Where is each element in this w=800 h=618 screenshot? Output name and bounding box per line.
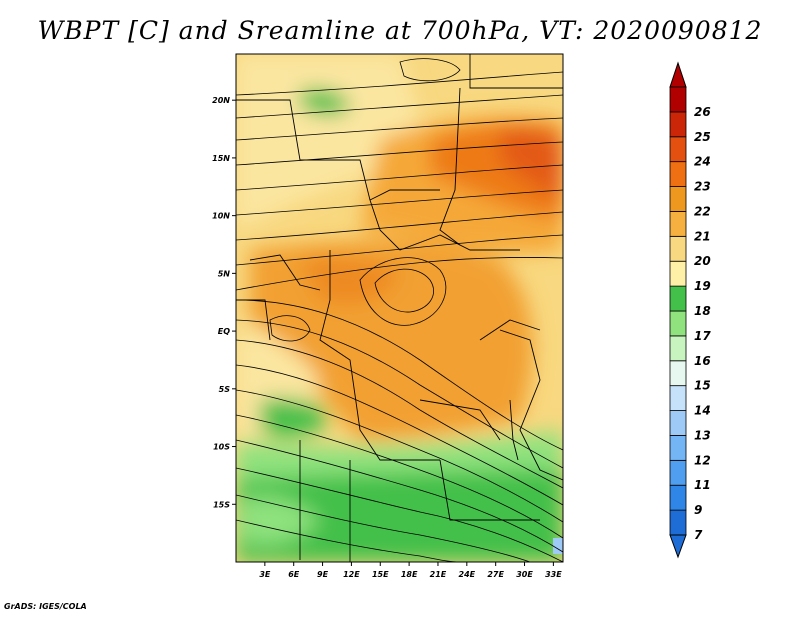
colorbar-label: 24 <box>694 155 711 169</box>
colorbar-label: 7 <box>694 528 703 542</box>
colorbar-label: 26 <box>694 105 711 119</box>
streamlines <box>236 58 563 562</box>
colorbar-swatch <box>669 335 687 362</box>
x-tick-label: 9E <box>317 570 329 579</box>
colorbar-swatch <box>669 310 687 337</box>
y-tick-label: 10N <box>212 212 230 221</box>
x-tick-label: 27E <box>487 570 504 579</box>
colorbar-label: 25 <box>694 130 711 144</box>
colorbar-swatch <box>669 86 687 113</box>
colorbar-swatch <box>669 235 687 262</box>
colorbar-swatch <box>669 484 687 511</box>
colorbar-swatch <box>669 410 687 436</box>
colorbar-swatch <box>669 509 687 536</box>
x-tick-label: 24E <box>459 570 476 579</box>
y-tick-label: 5S <box>219 385 231 394</box>
colorbar-label: 13 <box>694 428 711 442</box>
x-tick-label: 15E <box>372 570 389 579</box>
colorbar-swatch <box>669 459 687 486</box>
colorbar: 7 9 11 12 13 14 15 16 17 18 19 20 21 22 23 24 25 26 <box>669 61 711 559</box>
colorbar-label: 14 <box>694 404 711 418</box>
coastal-blue-patch <box>553 538 563 554</box>
colorbar-swatch <box>669 211 687 237</box>
colorbar-label: 18 <box>694 304 711 318</box>
colorbar-label: 19 <box>694 279 711 293</box>
colorbar-label: 11 <box>694 478 711 492</box>
country-borders <box>236 54 563 562</box>
y-tick-label: 15N <box>212 154 230 163</box>
colorbar-label: 21 <box>694 229 711 243</box>
x-axis: 3E 6E 9E 12E 15E 18E 21E 24E 27E 30E 33E <box>259 562 562 579</box>
colorbar-label: 15 <box>694 379 711 393</box>
x-tick-label: 18E <box>401 570 418 579</box>
y-tick-label: EQ <box>218 327 230 336</box>
colorbar-swatch <box>669 385 687 411</box>
colorbar-min-arrow <box>669 534 687 559</box>
y-tick-label: 5N <box>218 269 231 278</box>
colorbar-label: 16 <box>694 354 711 368</box>
colorbar-label: 9 <box>694 503 702 517</box>
map-frame <box>235 53 564 563</box>
x-tick-label: 3E <box>259 570 271 579</box>
colorbar-label: 12 <box>694 453 711 467</box>
x-tick-label: 12E <box>343 570 360 579</box>
wbpt-field <box>236 54 563 562</box>
colorbar-swatch <box>669 136 687 163</box>
colorbar-swatch <box>669 111 687 138</box>
y-axis: 20N 15N 10N 5N EQ 5S 10S 15S <box>212 96 236 509</box>
y-tick-label: 15S <box>213 500 230 509</box>
x-tick-label: 21E <box>430 570 447 579</box>
y-tick-label: 10S <box>213 443 230 452</box>
x-tick-label: 33E <box>545 570 562 579</box>
colorbar-max-arrow <box>669 61 687 88</box>
chart-title: WBPT [C] and Sreamline at 700hPa, VT: 20… <box>37 16 763 45</box>
colorbar-label: 17 <box>694 329 711 343</box>
colorbar-swatch <box>669 360 687 387</box>
y-tick-label: 20N <box>212 96 230 105</box>
colorbar-swatch <box>669 161 687 187</box>
footer-credit: GrADS: IGES/COLA <box>4 602 87 611</box>
colorbar-swatch <box>669 260 687 287</box>
colorbar-swatch <box>669 186 687 212</box>
colorbar-label: 22 <box>694 204 711 218</box>
colorbar-swatch <box>669 435 687 461</box>
colorbar-label: 23 <box>694 180 711 194</box>
x-tick-label: 6E <box>288 570 300 579</box>
colorbar-swatch <box>669 285 687 312</box>
x-tick-label: 30E <box>516 570 533 579</box>
colorbar-label: 20 <box>694 254 711 268</box>
